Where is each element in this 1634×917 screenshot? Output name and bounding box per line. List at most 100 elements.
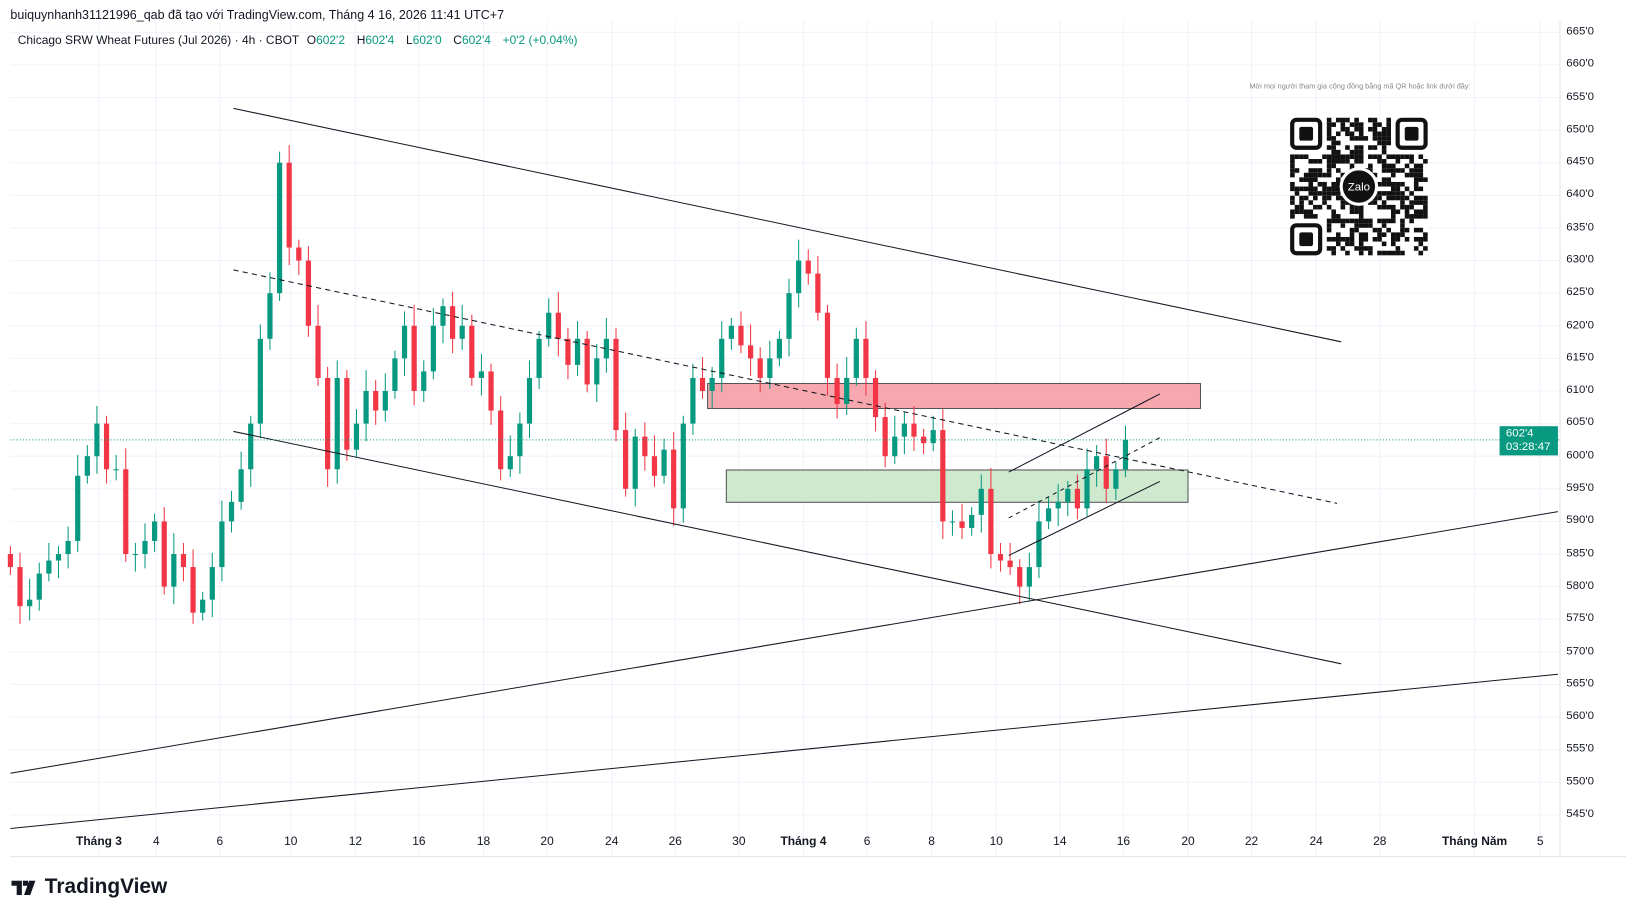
qr-module: [1358, 122, 1364, 127]
price-tick-label: 560'0: [1566, 709, 1594, 723]
qr-module: [1290, 163, 1295, 169]
qr-module: [1368, 145, 1373, 150]
candle: [325, 366, 331, 487]
qr-module: [1308, 200, 1314, 205]
candle: [690, 363, 696, 435]
candle: [334, 360, 340, 484]
qr-finder-center: [1404, 126, 1419, 141]
candle: [344, 370, 350, 461]
qr-module: [1390, 232, 1396, 237]
qr-module: [1354, 126, 1359, 132]
support-zone[interactable]: [725, 469, 1189, 503]
qr-module: [1423, 159, 1428, 164]
candle-body: [344, 377, 350, 450]
price-tick-label: 655'0: [1566, 90, 1594, 103]
candle-body: [171, 554, 177, 587]
resistance-zone[interactable]: [707, 382, 1202, 410]
candle: [776, 330, 783, 367]
candle: [892, 415, 898, 465]
candle: [363, 370, 369, 442]
channel-upper-line[interactable]: [233, 107, 1342, 343]
qr-module: [1349, 163, 1355, 169]
qr-module: [1372, 236, 1378, 242]
qr-module: [1358, 204, 1364, 210]
candle-body: [430, 325, 436, 372]
qr-module: [1303, 154, 1309, 160]
qr-module: [1418, 195, 1424, 201]
candle-body: [1045, 508, 1052, 522]
candle: [526, 360, 533, 438]
qr-module: [1358, 136, 1364, 141]
candle: [55, 546, 62, 579]
candle: [27, 578, 33, 621]
symbol-title[interactable]: Chicago SRW Wheat Futures (Jul 2026) · 4…: [17, 34, 300, 47]
qr-module: [1313, 195, 1318, 201]
qr-module: [1386, 204, 1391, 210]
qr-module: [1331, 218, 1336, 224]
qr-module: [1299, 200, 1304, 205]
qr-module: [1349, 122, 1355, 127]
candle: [286, 145, 292, 266]
time-tick-label: 20: [540, 835, 554, 849]
long-uptrend-line-1[interactable]: [10, 511, 1559, 774]
candle-body: [1084, 469, 1090, 509]
qr-module: [1404, 172, 1410, 178]
price-tick-label: 595'0: [1566, 481, 1594, 495]
candle-body: [680, 423, 686, 509]
qr-module: [1294, 168, 1300, 173]
candle-body: [459, 325, 465, 339]
qr-module: [1317, 181, 1323, 187]
candle: [373, 379, 379, 425]
qr-module: [1390, 195, 1396, 201]
candle: [238, 451, 244, 510]
rising-channel-upper[interactable]: [1008, 393, 1161, 473]
long-uptrend-line-2[interactable]: [10, 673, 1558, 829]
zalo-qr-code: Zalo: [1290, 117, 1428, 256]
channel-lower-line[interactable]: [233, 430, 1342, 665]
candle: [988, 467, 994, 569]
qr-module: [1363, 246, 1369, 251]
qr-module: [1390, 241, 1396, 247]
qr-module: [1377, 218, 1382, 224]
candle: [7, 546, 14, 575]
qr-module: [1358, 218, 1364, 224]
qr-module: [1349, 149, 1355, 155]
channel-mid-dashed-line[interactable]: [233, 269, 1338, 504]
candle-body: [930, 430, 936, 444]
candle: [757, 347, 763, 393]
candle: [901, 412, 907, 455]
qr-finder-center: [1299, 126, 1314, 141]
candle-body: [709, 377, 715, 391]
candle: [671, 432, 677, 526]
candle: [219, 500, 225, 582]
rising-channel-lower[interactable]: [1008, 480, 1161, 556]
candle: [805, 249, 811, 285]
qr-module: [1377, 122, 1382, 127]
candle: [1045, 497, 1052, 530]
candle: [449, 291, 456, 354]
candle-body: [142, 540, 148, 555]
candle-body: [623, 430, 629, 489]
candle-body: [219, 521, 225, 568]
qr-module: [1381, 241, 1387, 247]
time-tick-label: 24: [1309, 835, 1323, 849]
qr-module: [1290, 195, 1295, 201]
logo-text: TradingView: [44, 875, 168, 899]
qr-module: [1368, 163, 1373, 169]
tradingview-logo[interactable]: TradingView: [11, 875, 167, 899]
candle-body: [401, 325, 408, 359]
qr-module: [1400, 195, 1405, 201]
time-tick-label: 8: [928, 835, 935, 849]
candle-body: [123, 469, 129, 555]
rising-channel-mid[interactable]: [1008, 437, 1161, 519]
candle-body: [776, 338, 783, 359]
qr-module: [1308, 186, 1314, 192]
candle-body: [46, 560, 52, 574]
qr-module: [1354, 218, 1359, 224]
candle: [94, 405, 100, 474]
qr-module: [1358, 241, 1364, 247]
candle: [103, 415, 110, 484]
qr-module: [1354, 204, 1359, 210]
candle-body: [1065, 488, 1071, 502]
